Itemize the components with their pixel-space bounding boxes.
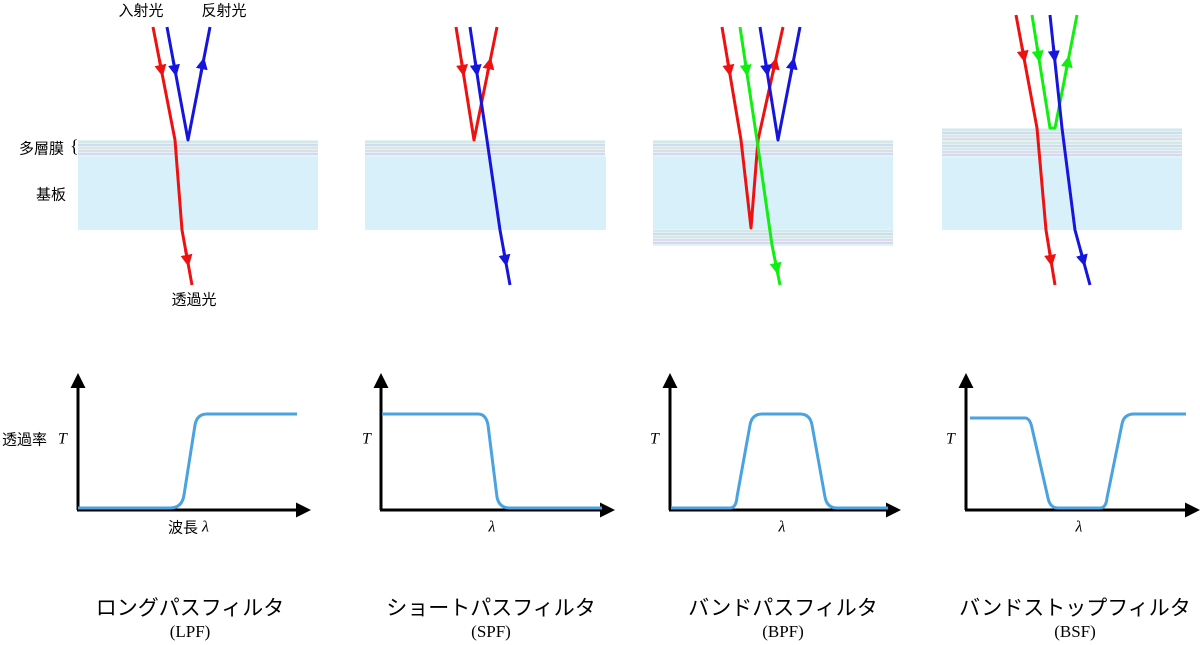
multilayer-label: 多層膜: [19, 140, 64, 158]
panel-title: バンドパスフィルタ: [688, 596, 878, 620]
panel-title: ショートパスフィルタ: [386, 596, 596, 620]
graphs: [70, 373, 1200, 518]
t-symbol: T: [650, 431, 660, 448]
t-symbol: T: [58, 431, 68, 448]
lambda-symbol: λ: [1075, 519, 1083, 536]
substrate-label: 基板: [36, 186, 66, 204]
lambda-symbol: λ: [201, 519, 209, 536]
panel-abbr: (BSF): [1054, 622, 1096, 641]
panel-title: ロングパスフィルタ: [96, 596, 285, 620]
transmitted-label: 透過光: [171, 291, 216, 309]
panel-abbr: (BPF): [762, 622, 804, 641]
transmittance-label: 透過率: [2, 431, 47, 449]
t-symbol: T: [946, 431, 956, 448]
panel-title: バンドストップフィルタ: [959, 596, 1191, 620]
substrates: [77, 127, 1183, 247]
incident-label: 入射光: [118, 2, 163, 20]
panel-abbr: (LPF): [170, 622, 211, 641]
rays: [151, 14, 1092, 286]
t-symbol: T: [362, 431, 372, 448]
lambda-symbol: λ: [778, 519, 786, 536]
brace: {: [70, 136, 79, 156]
wavelength-label: 波長: [168, 519, 198, 537]
panel-abbr: (SPF): [471, 622, 511, 641]
lambda-symbol: λ: [488, 519, 496, 536]
reflected-label: 反射光: [201, 2, 246, 20]
